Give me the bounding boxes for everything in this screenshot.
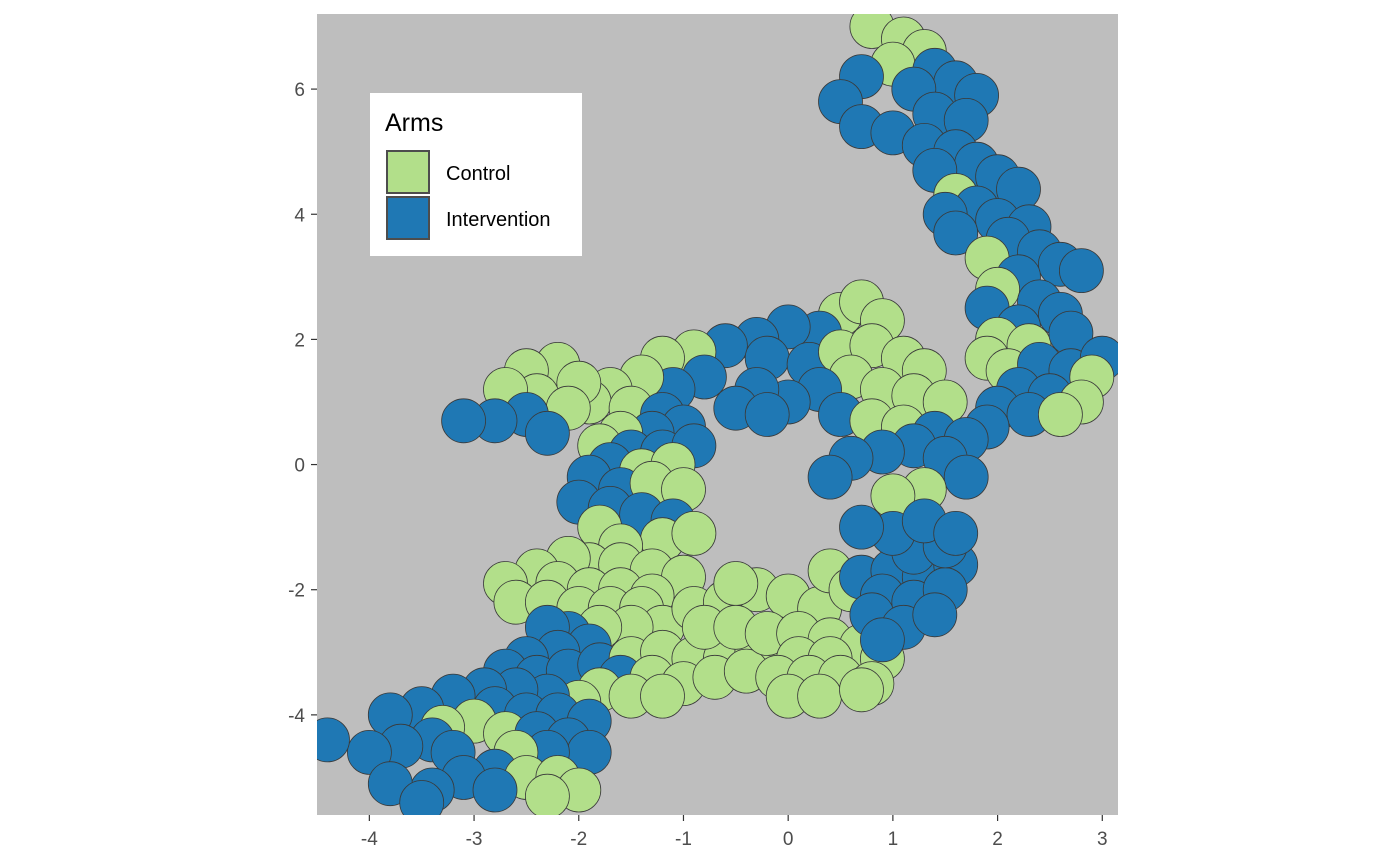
region-intervention [933,511,979,556]
y-tick-label: -4 [288,706,305,727]
legend-swatch-control [386,150,430,194]
x-tick-label: 2 [992,829,1003,850]
region-intervention [933,210,979,256]
x-tick-label: -2 [570,829,587,850]
y-tick-label: 6 [294,80,305,101]
y-tick-label: 4 [294,205,305,226]
y-tick-label: 0 [294,456,305,477]
legend-label-control: Control [446,163,510,185]
region-control [640,673,685,719]
region-intervention [807,454,853,500]
y-axis: -4 -2 0 2 4 6 [288,80,317,727]
x-axis: -4 -3 -2 -1 0 1 2 3 [361,815,1108,850]
legend-label-intervention: Intervention [446,209,551,231]
x-tick-label: -3 [466,829,483,850]
region-control [839,667,884,713]
region-intervention [1059,248,1104,294]
region-control [797,673,842,719]
region-intervention [472,767,518,813]
map-regions [317,14,1118,815]
region-intervention [525,410,570,456]
region-intervention [399,780,445,815]
region-intervention [912,592,958,638]
x-tick-label: 3 [1097,829,1108,850]
y-tick-label: 2 [294,330,305,351]
x-tick-label: 0 [783,829,794,850]
x-tick-label: -1 [675,829,692,850]
x-tick-label: -4 [361,829,378,850]
y-tick-label: -2 [288,581,305,602]
x-tick-label: 1 [888,829,899,850]
region-control [671,511,717,556]
region-intervention [839,504,884,550]
region-intervention [860,617,905,663]
region-control [525,773,570,815]
region-control [1038,392,1083,437]
region-intervention [441,398,487,444]
region-intervention [346,730,392,775]
legend-swatch-intervention [386,196,430,240]
region-intervention [317,717,350,763]
region-control [713,561,759,606]
legend: Arms Control Intervention [370,93,582,256]
region-intervention [943,454,989,500]
legend-title: Arms [385,109,443,137]
region-intervention [744,392,790,437]
